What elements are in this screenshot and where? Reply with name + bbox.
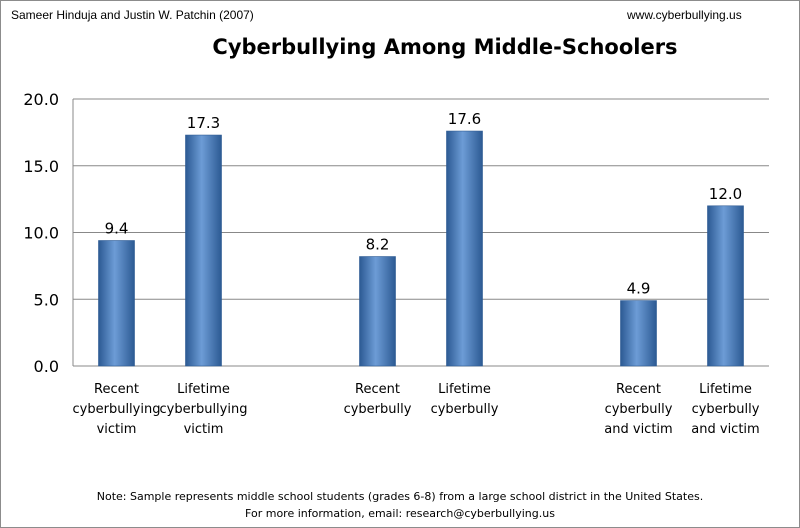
data-label: 12.0	[709, 185, 742, 203]
bar	[446, 130, 483, 367]
footnote: Note: Sample represents middle school st…	[96, 490, 704, 503]
x-tick-label: Lifetime cyberbullying victim	[160, 382, 248, 437]
bar	[359, 256, 396, 367]
x-tick-label: Lifetime cyberbully	[431, 382, 499, 417]
bar	[98, 240, 135, 367]
website-label: www.cyberbullying.us	[627, 8, 742, 22]
data-label: 17.3	[187, 114, 220, 132]
y-tick-label: 5.0	[34, 290, 59, 309]
data-label: 9.4	[105, 220, 129, 238]
y-tick-label: 20.0	[23, 90, 59, 109]
y-tick-label: 0.0	[34, 357, 59, 376]
contact-note: For more information, email: research@cy…	[245, 507, 555, 520]
chart-title: Cyberbullying Among Middle-Schoolers	[212, 35, 678, 59]
bar	[707, 205, 744, 367]
x-tick-label: Recent cyberbully	[344, 382, 412, 417]
x-tick-label: Lifetime cyberbully and victim	[691, 382, 759, 437]
x-tick-label: Recent cyberbullying victim	[73, 382, 161, 437]
y-tick-label: 15.0	[23, 157, 59, 176]
data-label: 8.2	[366, 236, 390, 254]
bar	[185, 134, 222, 367]
author-citation: Sameer Hinduja and Justin W. Patchin (20…	[11, 8, 254, 22]
bar	[620, 300, 657, 367]
x-tick-label: Recent cyberbully and victim	[604, 382, 672, 437]
y-tick-label: 10.0	[23, 224, 59, 243]
data-label: 4.9	[627, 280, 651, 298]
data-label: 17.6	[448, 110, 481, 128]
